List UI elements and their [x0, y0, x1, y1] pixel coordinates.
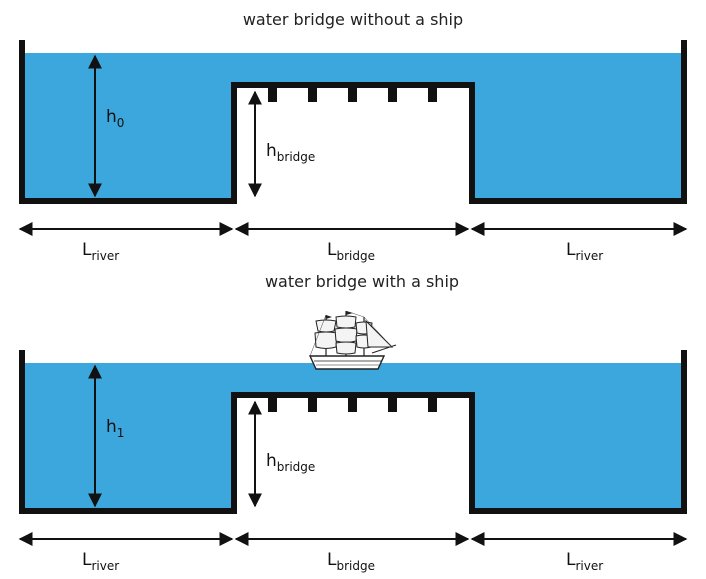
water-level-label: h1: [106, 417, 124, 440]
panel-title: water bridge with a ship: [265, 272, 459, 291]
left-river-length-label: Lriver: [82, 550, 119, 573]
left-river-length-label: Lriver: [82, 240, 119, 263]
water-level-label: h0: [106, 107, 124, 130]
panel-with-ship: water bridge with a ship: [20, 272, 686, 573]
right-river-length-label: Lriver: [566, 240, 603, 263]
bridge-length-label: Lbridge: [327, 240, 375, 263]
bridge-height-label: hbridge: [266, 451, 315, 474]
river-and-bridge-structure: [20, 40, 686, 229]
river-and-bridge-structure: [20, 350, 686, 539]
panel-without-ship: water bridge without a ship h0 hbridge L…: [20, 10, 686, 263]
panel-title: water bridge without a ship: [243, 10, 463, 29]
bridge-height-label: hbridge: [266, 141, 315, 164]
bridge-length-label: Lbridge: [327, 550, 375, 573]
right-river-length-label: Lriver: [566, 550, 603, 573]
sailing-ship-icon: [308, 310, 397, 370]
